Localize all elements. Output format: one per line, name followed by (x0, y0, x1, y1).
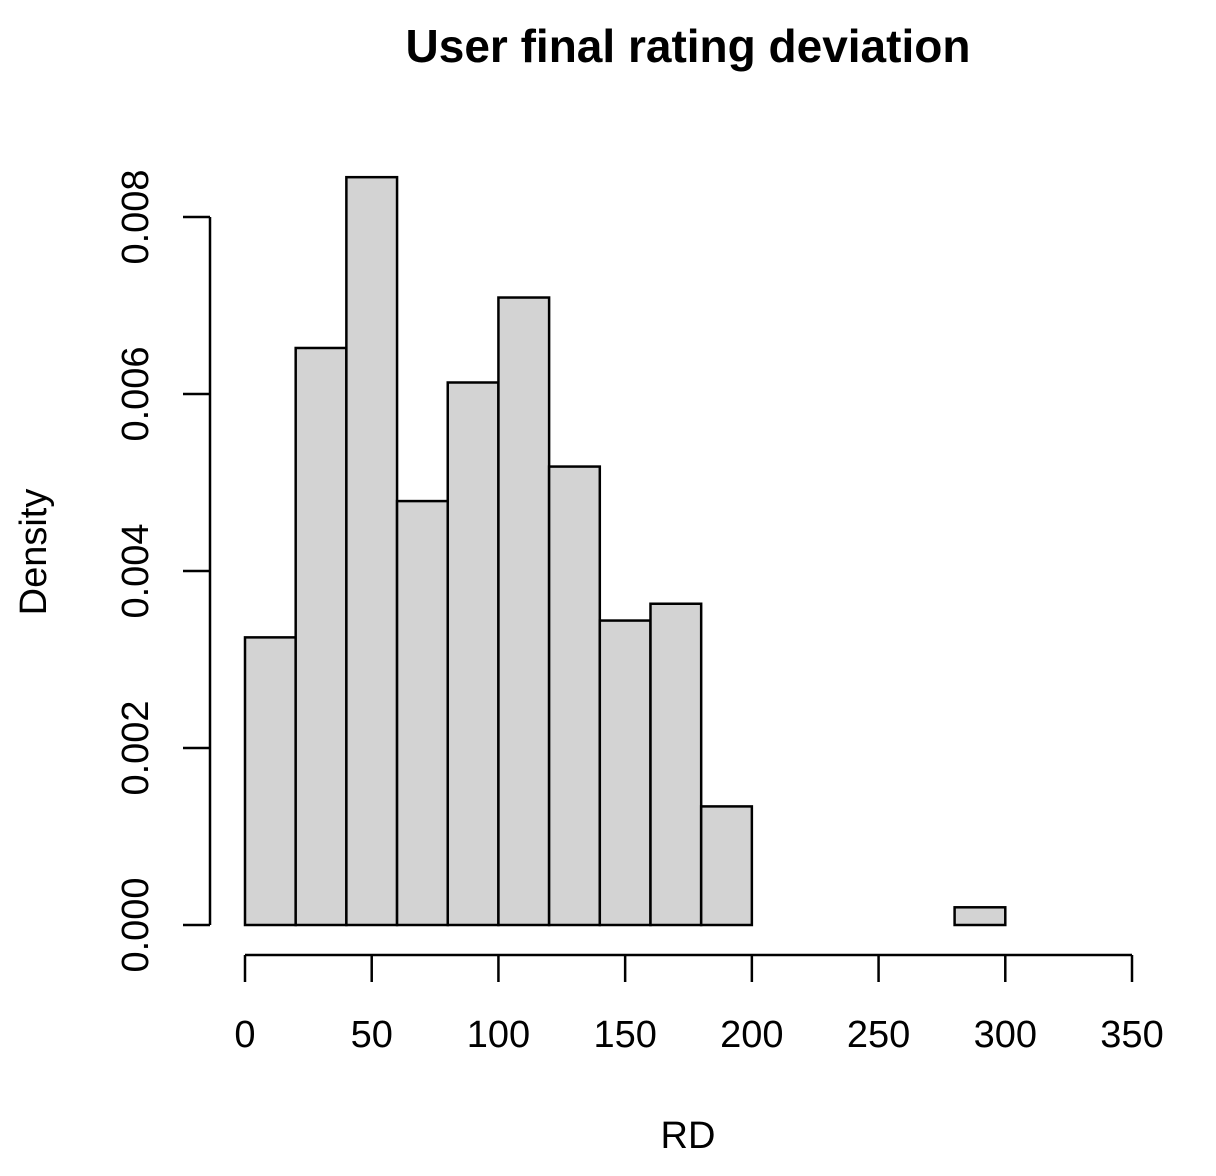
x-tick-label: 0 (234, 1014, 255, 1056)
histogram-bar (345, 175, 399, 927)
histogram-bar (598, 619, 652, 927)
y-tick-label: 0.004 (115, 523, 157, 618)
x-tick-label: 150 (593, 1014, 656, 1056)
histogram-bar (953, 906, 1007, 927)
x-tick-label: 50 (351, 1014, 393, 1056)
histogram-bar (649, 602, 703, 927)
x-axis: 0 50 100 150 200 250 300 350 (234, 953, 1164, 1056)
histogram-bar (699, 805, 754, 927)
y-axis-label: Density (13, 489, 55, 616)
x-axis-label: RD (661, 1115, 716, 1157)
histogram-bar (395, 499, 449, 927)
y-axis: 0.000 0.002 0.004 0.006 0.008 (115, 169, 212, 973)
histogram-bar (243, 636, 297, 927)
histogram-bars (243, 175, 1007, 927)
x-tick-label: 200 (720, 1014, 783, 1056)
y-tick-label: 0.000 (115, 877, 157, 972)
x-tick-label: 250 (847, 1014, 910, 1056)
histogram-bar (446, 381, 500, 927)
x-tick-label: 100 (467, 1014, 530, 1056)
histogram-bar (294, 346, 348, 927)
y-tick-label: 0.008 (115, 169, 157, 264)
chart-title: User final rating deviation (406, 20, 971, 72)
y-tick-label: 0.006 (115, 346, 157, 441)
x-tick-label: 350 (1100, 1014, 1163, 1056)
histogram-bar (497, 296, 551, 927)
x-tick-label: 300 (974, 1014, 1037, 1056)
y-tick-label: 0.002 (115, 700, 157, 795)
histogram-bar (547, 465, 602, 927)
